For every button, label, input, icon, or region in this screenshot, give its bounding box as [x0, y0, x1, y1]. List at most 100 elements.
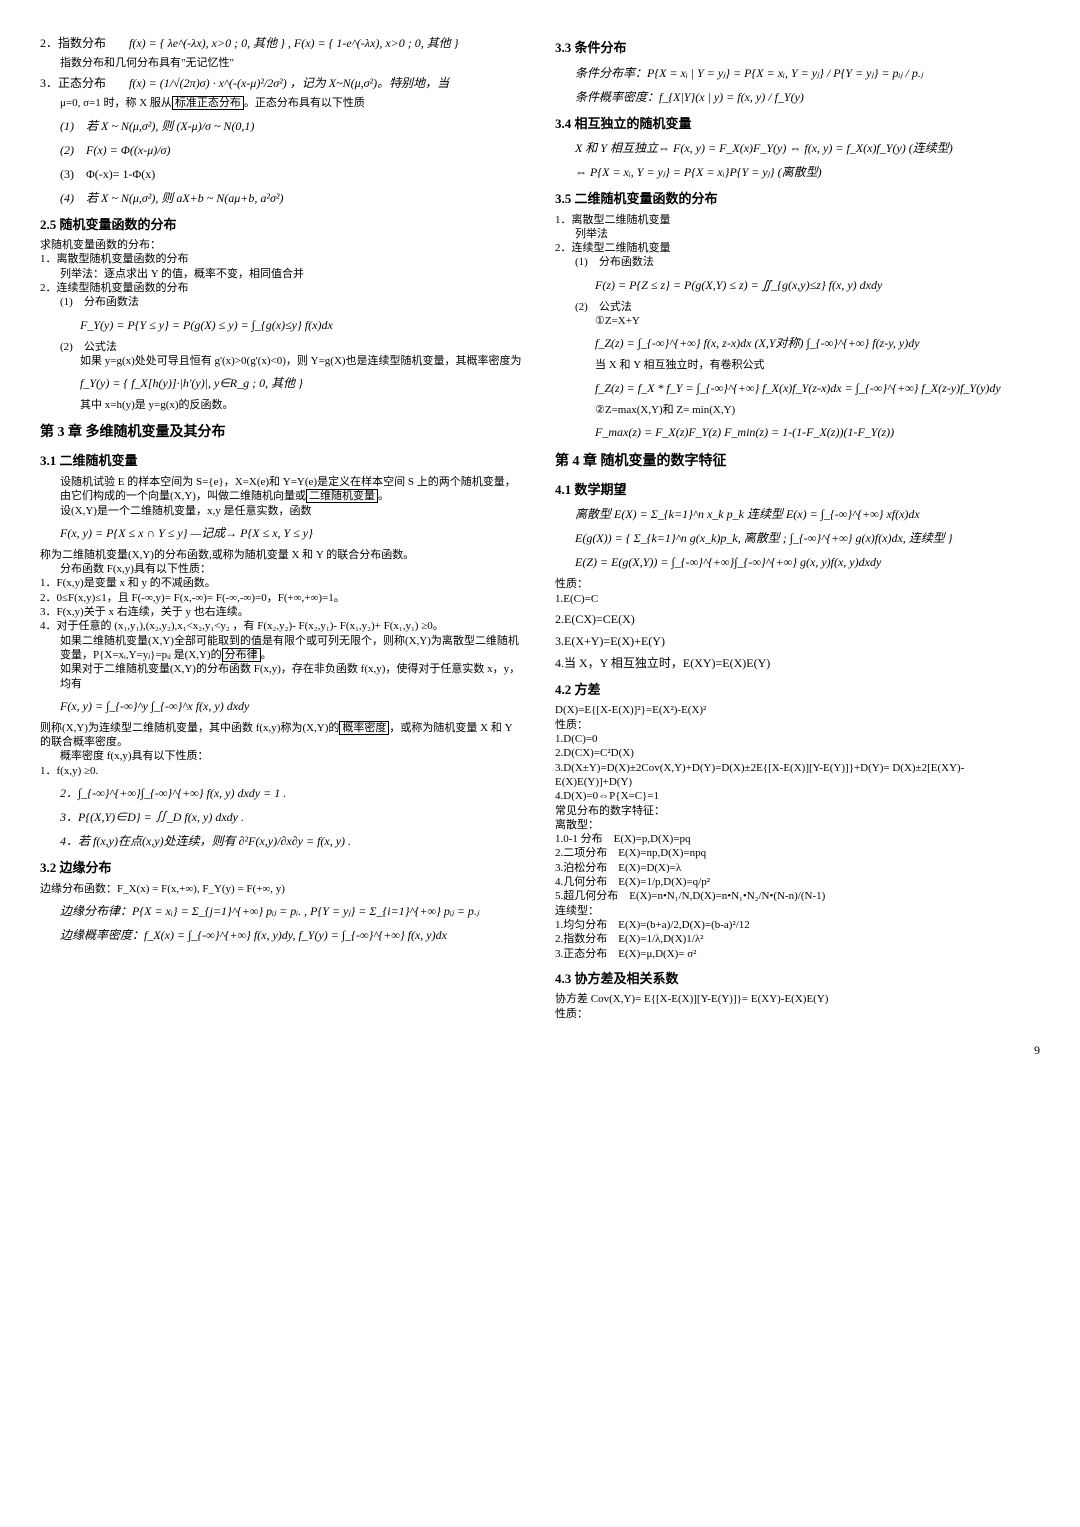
sec25-l1b: 列举法：逐点求出 Y 的值，概率不变，相同值合并: [60, 267, 525, 281]
ch3-p2: 设(X,Y)是一个二维随机变量，x,y 是任意实数，函数: [60, 504, 525, 518]
sec42-common: 常见分布的数字特征：: [555, 804, 1040, 818]
sec35-l2a: (1) 分布函数法: [575, 255, 1040, 269]
sec35-f4: F_max(z) = F_X(z)F_Y(z) F_min(z) = 1-(1-…: [595, 423, 1040, 441]
item-3-line2: μ=0, σ=1 时，称 X 服从标准正态分布。正态分布具有以下性质: [60, 96, 525, 110]
boxed-term: 分布律: [222, 648, 261, 662]
ch3-pi4: 4．若 f(x,y)在点(x,y)处连续，则有 ∂²F(x,y)/∂x∂y = …: [60, 832, 525, 850]
ch3-p8: 概率密度 f(x,y)具有以下性质：: [60, 749, 525, 763]
sec32-l1: 边缘分布函数：F_X(x) = F(x,+∞), F_Y(y) = F(+∞, …: [40, 882, 525, 896]
sec35-l2: 2．连续型二维随机变量: [555, 241, 1040, 255]
sec-3-5-title: 3.5 二维随机变量函数的分布: [555, 189, 1040, 209]
sec35-f3: f_Z(z) = f_X * f_Y = ∫_{-∞}^{+∞} f_X(x)f…: [595, 379, 1040, 397]
ch3-li1: 1．F(x,y)是变量 x 和 y 的不减函数。: [40, 576, 525, 590]
ch3-li3: 3．F(x,y)关于 x 右连续，关于 y 也右连续。: [40, 605, 525, 619]
sec-3-1-title: 3.1 二维随机变量: [40, 451, 525, 471]
ch3-p6: 如果对于二维随机变量(X,Y)的分布函数 F(x,y)，存在非负函数 f(x,y…: [60, 662, 525, 691]
sec42-d4: 4.几何分布 E(X)=1/p,D(X)=q/p²: [555, 875, 1040, 889]
ch3-li2: 2．0≤F(x,y)≤1，且 F(-∞,y)= F(x,-∞)= F(-∞,-∞…: [40, 591, 525, 605]
item-3-sub2: (2) F(x) = Φ((x-μ)/σ): [60, 141, 525, 159]
sec25-l2b-f: f_Y(y) = { f_X[h(y)]·|h'(y)|, y∈R_g ; 0,…: [80, 374, 525, 392]
sec42-p3: 3.D(X±Y)=D(X)±2Cov(X,Y)+D(Y)=D(X)±2E{[X-…: [555, 761, 1040, 790]
sec43-l2: 性质：: [555, 1007, 1040, 1021]
ch3-pi3: 3．P{(X,Y)∈D} = ∬_D f(x, y) dxdy .: [60, 808, 525, 826]
ch3-p1: 设随机试验 E 的样本空间为 S={e}，X=X(e)和 Y=Y(e)是定义在样…: [60, 475, 525, 504]
ch3-li4: 4．对于任意的 (x₁,y₁),(x₂,y₂),x₁<x₂,y₁<y₂ ，有 F…: [40, 619, 525, 633]
sec32-l3: 边缘概率密度：f_X(x) = ∫_{-∞}^{+∞} f(x, y)dy, f…: [60, 926, 525, 944]
ch3-p4: 分布函数 F(x,y)具有以下性质：: [60, 562, 525, 576]
ch4-props: 性质：: [555, 577, 1040, 591]
sec25-l1: 1．离散型随机变量函数的分布: [40, 252, 525, 266]
pre: 设随机试验 E 的样本空间为 S={e}，X=X(e)和 Y=Y(e)是定义在样…: [60, 476, 516, 502]
sec25-l2: 2．连续型随机变量函数的分布: [40, 281, 525, 295]
ch4-p2: 2.E(CX)=CE(X): [555, 610, 1040, 628]
sec35-l2c: ②Z=max(X,Y)和 Z= min(X,Y): [595, 403, 1040, 417]
sec32-l2: 边缘分布律：P{X = xᵢ} = Σ_{j=1}^{+∞} pᵢⱼ = pᵢ.…: [60, 902, 525, 920]
sec42-c3: 3.正态分布 E(X)=μ,D(X)= σ²: [555, 947, 1040, 961]
formula: f(x) = { λe^(-λx), x>0 ; 0, 其他 } , F(x) …: [129, 36, 459, 50]
boxed-term: 二维随机变量: [306, 489, 378, 503]
sec33-l1: 条件分布率：P{X = xᵢ | Y = yⱼ} = P{X = xᵢ, Y =…: [575, 64, 1040, 82]
sec33-l2: 条件概率密度：f_{X|Y}(x | y) = f(x, y) / f_Y(y): [575, 88, 1040, 106]
ch4-f1: 离散型 E(X) = Σ_{k=1}^n x_k p_k 连续型 E(x) = …: [575, 505, 1040, 523]
sec42-p4: 4.D(X)=0⇔P{X=C}=1: [555, 789, 1040, 803]
ch3-pi2: 2．∫_{-∞}^{+∞}∫_{-∞}^{+∞} f(x, y) dxdy = …: [60, 784, 525, 802]
sec35-l2b: (2) 公式法: [575, 300, 1040, 314]
ch4-p3: 3.E(X+Y)=E(X)+E(Y): [555, 632, 1040, 650]
label: 2．指数分布: [40, 36, 106, 50]
sec42-d5: 5.超几何分布 E(X)=n•N₁/N,D(X)=n•N₁•N₂/N•(N-n)…: [555, 889, 1040, 903]
sec35-f1: F(z) = P{Z ≤ z} = P(g(X,Y) ≤ z) = ∬_{g(x…: [595, 276, 1040, 294]
pre: μ=0, σ=1 时，称 X 服从: [60, 97, 172, 109]
boxed-term: 标准正态分布: [172, 96, 244, 110]
sec35-l1: 1．离散型二维随机变量: [555, 213, 1040, 227]
sec25-l2b-end: 其中 x=h(y)是 y=g(x)的反函数。: [80, 398, 525, 412]
boxed-term: 概率密度: [339, 721, 389, 735]
sec-4-2-title: 4.2 方差: [555, 680, 1040, 700]
sec42-d2: 2.二项分布 E(X)=np,D(X)=npq: [555, 846, 1040, 860]
ch3-p7: 则称(X,Y)为连续型二维随机变量，其中函数 f(x,y)称为(X,Y)的概率密…: [40, 721, 525, 750]
sec34-l2: ⇔ P{X = xᵢ, Y = yⱼ} = P{X = xᵢ}P{Y = yⱼ}…: [575, 163, 1040, 181]
ch3-title: 第 3 章 多维随机变量及其分布: [40, 422, 525, 443]
sec42-f1: D(X)=E{[X-E(X)]²}=E(X²)-E(X)²: [555, 703, 1040, 717]
sec42-p2: 2.D(CX)=C²D(X): [555, 746, 1040, 760]
sec-4-3-title: 4.3 协方差及相关系数: [555, 969, 1040, 989]
item-3-sub1: (1) 若 X ~ N(μ,σ²), 则 (X-μ)/σ ~ N(0,1): [60, 117, 525, 135]
left-column: 2．指数分布 f(x) = { λe^(-λx), x>0 ; 0, 其他 } …: [40, 30, 525, 1059]
ch3-pi1: 1．f(x,y) ≥0.: [40, 764, 525, 778]
sec-2-5-title: 2.5 随机变量函数的分布: [40, 215, 525, 235]
sec-3-2-title: 3.2 边缘分布: [40, 858, 525, 878]
sec42-c2: 2.指数分布 E(X)=1/λ,D(X)1/λ²: [555, 932, 1040, 946]
sec42-c-label: 连续型：: [555, 904, 1040, 918]
sec35-l2b2: 当 X 和 Y 相互独立时，有卷积公式: [595, 358, 1040, 372]
sec35-f2: f_Z(z) = ∫_{-∞}^{+∞} f(x, z-x)dx (X,Y对称)…: [595, 334, 1040, 352]
sec42-d1: 1.0-1 分布 E(X)=p,D(X)=pq: [555, 832, 1040, 846]
item-3: 3．正态分布 f(x) = (1/√(2π)σ) · x^(-(x-μ)²/2σ…: [40, 74, 525, 92]
formula: f(x) = (1/√(2π)σ) · x^(-(x-μ)²/2σ²) ，记为 …: [129, 76, 449, 90]
sec-3-4-title: 3.4 相互独立的随机变量: [555, 114, 1040, 134]
post: 。: [261, 649, 272, 661]
sec25-l2a-f: F_Y(y) = P{Y ≤ y} = P(g(X) ≤ y) = ∫_{g(x…: [80, 316, 525, 334]
sec25-l2b-txt: 如果 y=g(x)处处可导且恒有 g'(x)>0(g'(x)<0)，则 Y=g(…: [80, 354, 525, 368]
pre: 如果二维随机变量(X,Y)全部可能取到的值是有限个或可列无限个，则称(X,Y)为…: [60, 635, 519, 661]
ch4-p1: 1.E(C)=C: [555, 592, 1040, 606]
sec25-intro: 求随机变量函数的分布：: [40, 238, 525, 252]
sec43-l1: 协方差 Cov(X,Y)= E{[X-E(X)][Y-E(Y)]}= E(XY)…: [555, 992, 1040, 1006]
sec25-l2b: (2) 公式法: [60, 340, 525, 354]
ch4-p4: 4.当 X，Y 相互独立时，E(XY)=E(X)E(Y): [555, 654, 1040, 672]
ch3-f1: F(x, y) = P{X ≤ x ∩ Y ≤ y} —记成→ P{X ≤ x,…: [60, 524, 525, 542]
ch4-f2: E(g(X)) = { Σ_{k=1}^n g(x_k)p_k, 离散型 ; ∫…: [575, 529, 1040, 547]
item-2: 2．指数分布 f(x) = { λe^(-λx), x>0 ; 0, 其他 } …: [40, 34, 525, 52]
sec35-l1a: 列举法: [575, 227, 1040, 241]
sec42-p1: 1.D(C)=0: [555, 732, 1040, 746]
item-3-sub3: (3) Φ(-x)= 1-Φ(x): [60, 165, 525, 183]
ch4-title: 第 4 章 随机变量的数字特征: [555, 451, 1040, 472]
sec34-l1: X 和 Y 相互独立⇔ F(x, y) = F_X(x)F_Y(y) ⇔ f(x…: [575, 139, 1040, 157]
right-column: 3.3 条件分布 条件分布率：P{X = xᵢ | Y = yⱼ} = P{X …: [555, 30, 1040, 1059]
sec25-l2a: (1) 分布函数法: [60, 295, 525, 309]
item-3-sub4: (4) 若 X ~ N(μ,σ²), 则 aX+b ~ N(aμ+b, a²σ²…: [60, 189, 525, 207]
sec35-l2b1: ①Z=X+Y: [595, 314, 1040, 328]
item-2-note: 指数分布和几何分布具有"无记忆性": [60, 56, 525, 70]
post: 。正态分布具有以下性质: [244, 97, 365, 109]
post: 。: [378, 490, 389, 502]
ch4-f3: E(Z) = E(g(X,Y)) = ∫_{-∞}^{+∞}∫_{-∞}^{+∞…: [575, 553, 1040, 571]
ch3-f2: F(x, y) = ∫_{-∞}^y ∫_{-∞}^x f(x, y) dxdy: [60, 697, 525, 715]
